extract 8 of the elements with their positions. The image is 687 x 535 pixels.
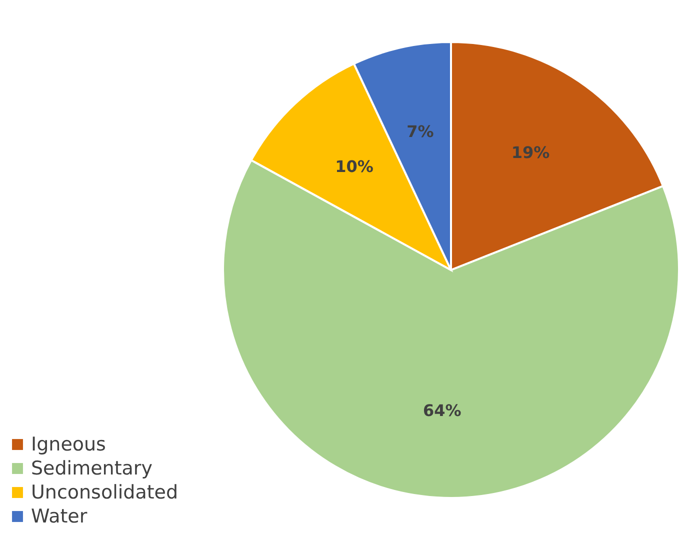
- legend-label: Water: [31, 506, 88, 528]
- legend-label: Igneous: [31, 434, 106, 456]
- data-label: 19%: [511, 143, 550, 162]
- data-label: 7%: [406, 122, 434, 142]
- legend-label: Unconsolidated: [31, 482, 178, 504]
- legend-label: Sedimentary: [31, 458, 152, 480]
- data-label: 10%: [335, 156, 374, 176]
- data-label: 64%: [422, 401, 462, 420]
